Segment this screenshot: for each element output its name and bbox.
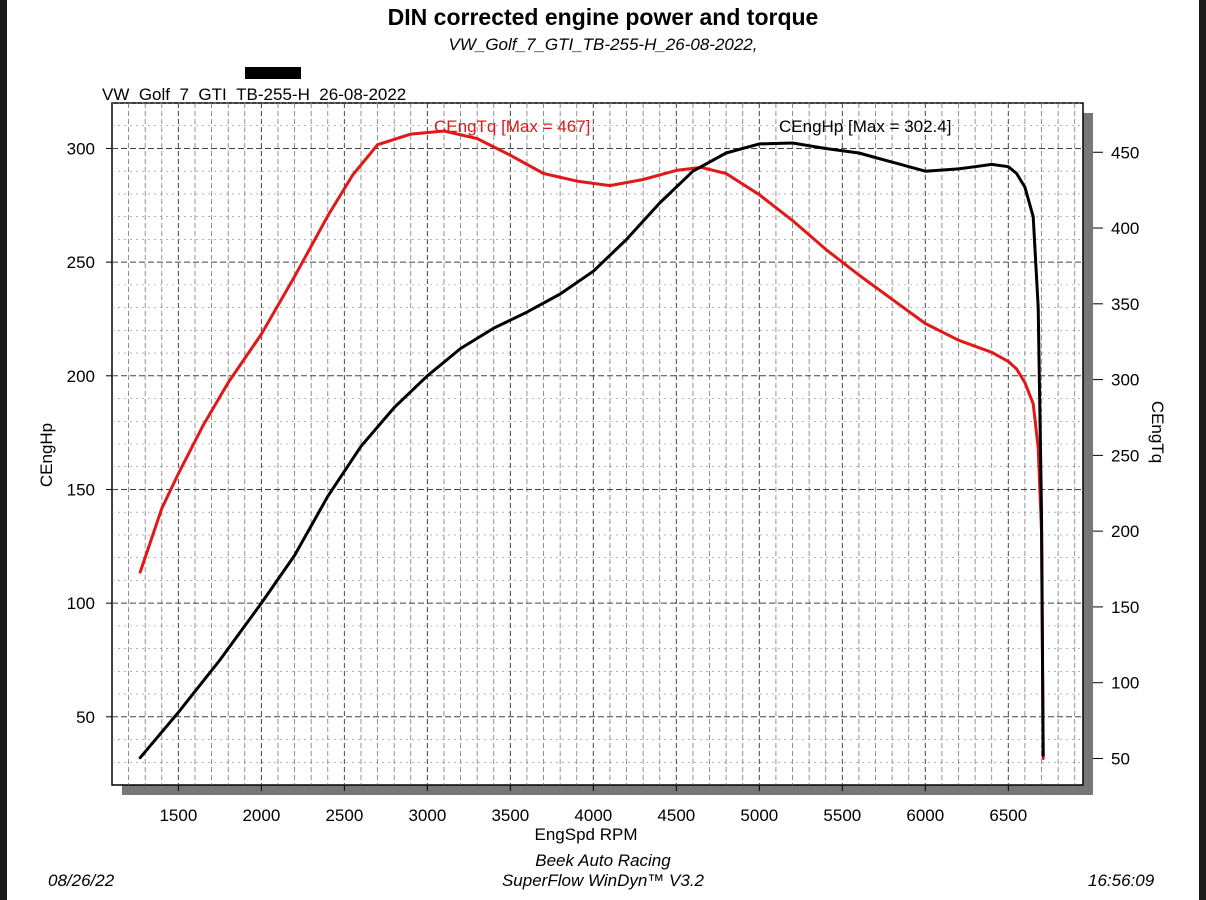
x-tick-label: 3000	[408, 806, 446, 825]
footer-company: Beek Auto Racing	[535, 851, 671, 870]
x-axis-label: EngSpd RPM	[535, 825, 638, 844]
y2-tick-label: 350	[1111, 295, 1139, 314]
x-tick-label: 1500	[159, 806, 197, 825]
y2-tick-label: 50	[1111, 749, 1130, 768]
run-label: VW_Golf_7_GTI_TB-255-H_26-08-2022	[102, 85, 407, 104]
grid	[112, 102, 1083, 785]
y2-tick-label: 450	[1111, 143, 1139, 162]
y-tick-label: 200	[67, 367, 95, 386]
plot-frame	[111, 102, 1084, 786]
footer-software: SuperFlow WinDyn™ V3.2	[501, 871, 705, 890]
power-max-annotation: CEngHp [Max = 302.4]	[779, 117, 951, 136]
torque-max-annotation: CEngTq [Max = 467]	[434, 117, 590, 136]
y2-tick-label: 400	[1111, 219, 1139, 238]
x-tick-label: 6500	[989, 806, 1027, 825]
torque-curve	[138, 129, 1045, 760]
y-tick-label: 300	[67, 139, 95, 158]
footer-credits: Beek Auto Racing SuperFlow WinDyn™ V3.2	[0, 851, 1206, 891]
chart-title: DIN corrected engine power and torque	[387, 4, 819, 30]
y-axis-label: CEngHp	[37, 423, 56, 487]
y-tick-label: 250	[67, 253, 95, 272]
x-tick-label: 4500	[657, 806, 695, 825]
chart-subtitle: VW_Golf_7_GTI_TB-255-H_26-08-2022,	[448, 35, 758, 54]
y-tick-label: 150	[67, 480, 95, 499]
footer-date: 08/26/22	[48, 871, 115, 890]
x-tick-label: 5000	[740, 806, 778, 825]
x-tick-label: 2000	[242, 806, 280, 825]
series-lines	[138, 129, 1045, 760]
footer-time: 16:56:09	[1088, 871, 1155, 890]
y2-tick-label: 100	[1111, 674, 1139, 693]
tick-labels: 1500 2000 2500 3000 3500 4000 4500 5000 5500 6000…	[67, 139, 1140, 825]
x-tick-label: 6000	[906, 806, 944, 825]
y2-tick-label: 300	[1111, 371, 1139, 390]
left-border	[0, 0, 7, 900]
y-tick-label: 100	[67, 594, 95, 613]
x-tick-label: 5500	[823, 806, 861, 825]
y2-tick-label: 200	[1111, 522, 1139, 541]
y2-tick-label: 150	[1111, 598, 1139, 617]
x-tick-label: 3500	[491, 806, 529, 825]
x-tick-label: 2500	[325, 806, 363, 825]
run-marker	[245, 67, 301, 79]
power-curve	[138, 141, 1045, 760]
y-tick-label: 50	[76, 708, 95, 727]
right-border	[1199, 0, 1206, 900]
x-tick-label: 4000	[574, 806, 612, 825]
y2-axis-label: CEngTq	[1148, 401, 1167, 463]
y2-tick-label: 250	[1111, 446, 1139, 465]
